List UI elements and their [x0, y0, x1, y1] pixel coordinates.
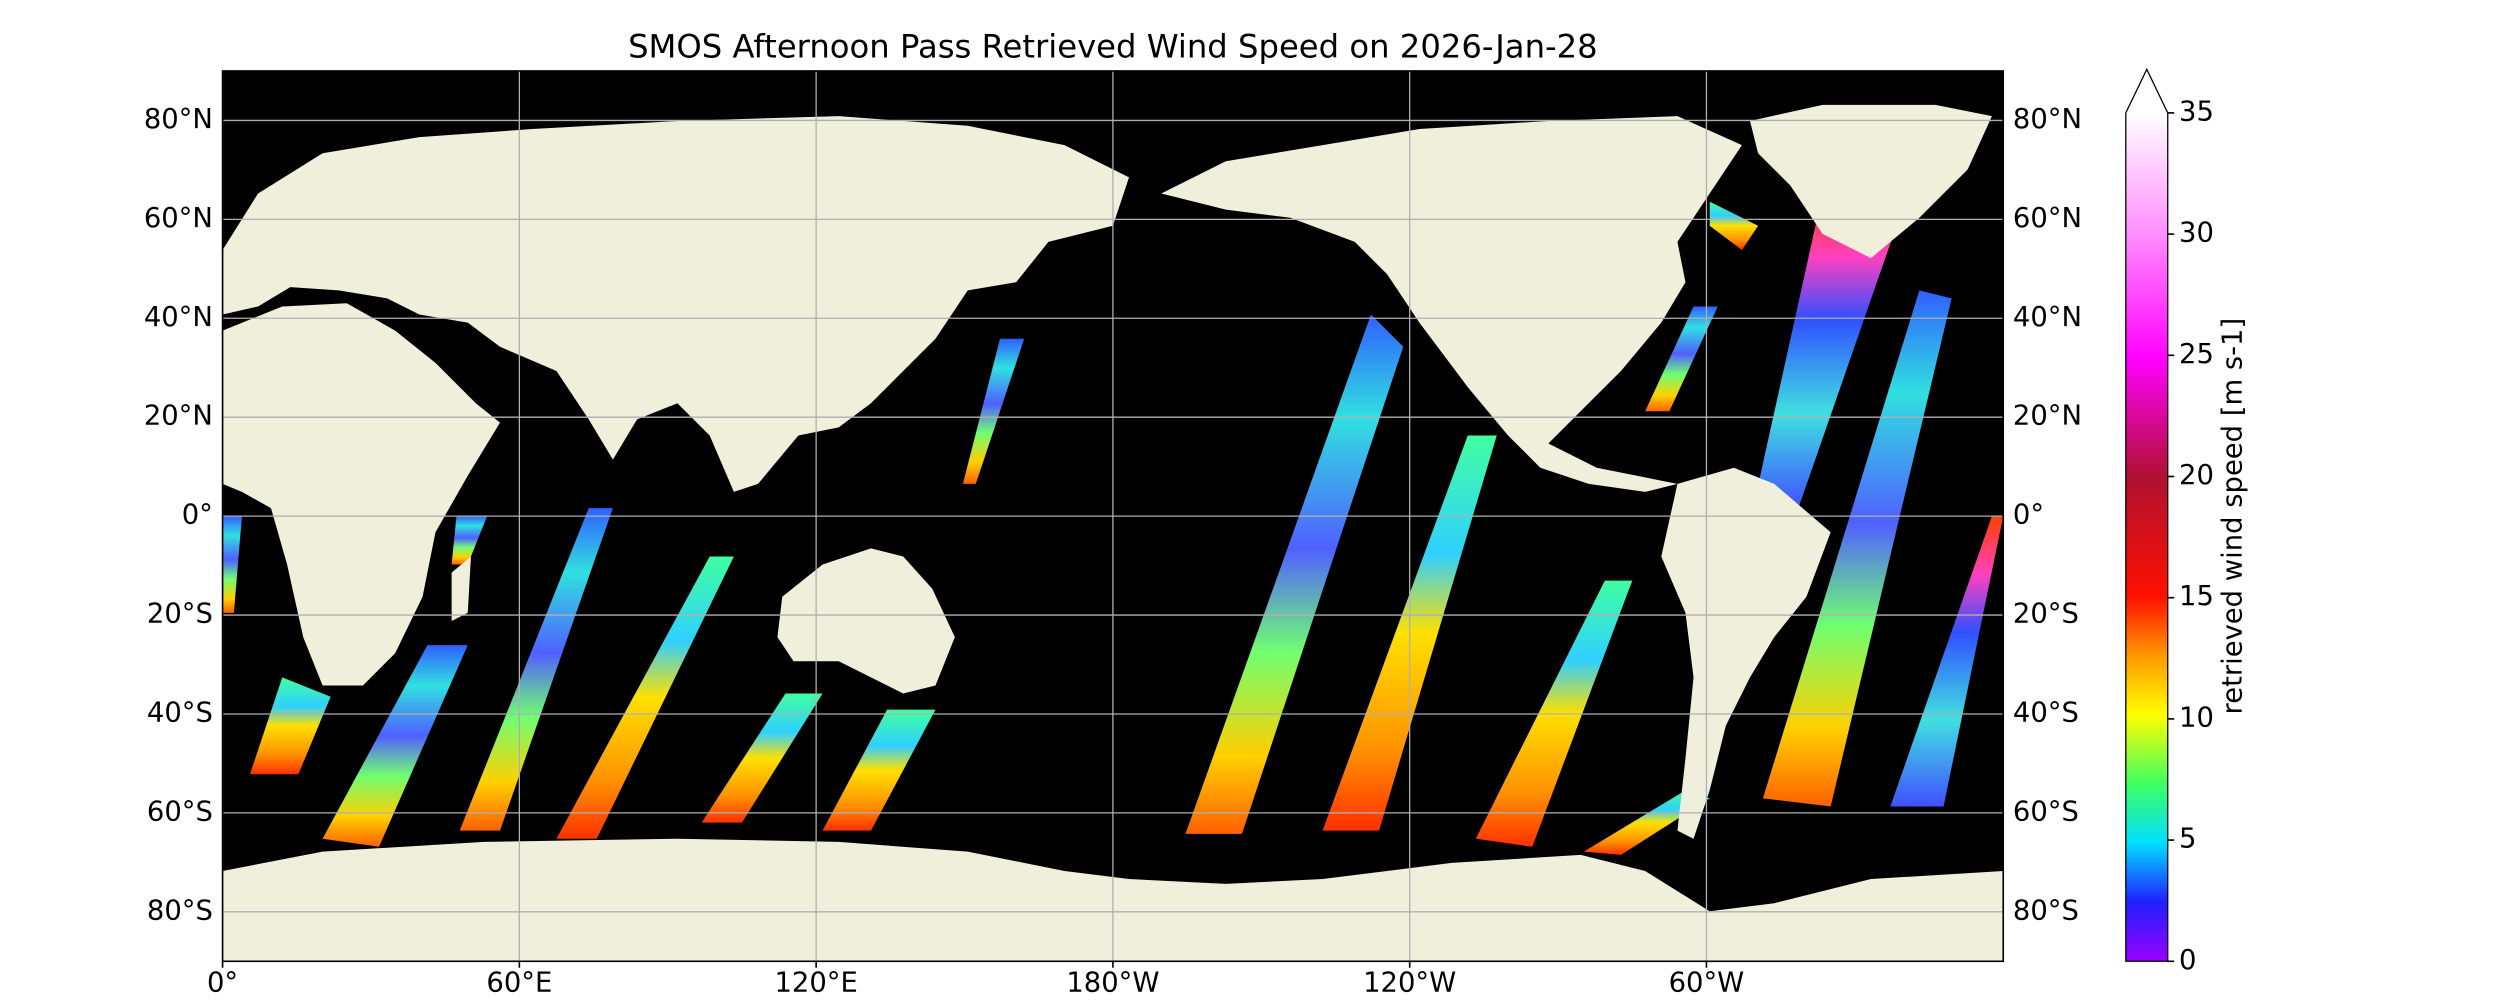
- swath: [822, 709, 936, 831]
- swath: [1709, 201, 1759, 250]
- x-tick-label: 0°: [207, 967, 238, 998]
- colorbar: retrieved wind speed [m s-1] 0 5 10 15 20 25 3…: [2125, 67, 2248, 976]
- y-tick-label-right: 80°N: [2013, 104, 2082, 135]
- x-tick-label: 60°W: [1669, 967, 1745, 998]
- swath: [556, 556, 734, 839]
- y-tick-label-right: 20°S: [2013, 599, 2079, 630]
- y-tick-label-right: 40°S: [2013, 697, 2079, 728]
- swath: [1754, 193, 1904, 509]
- colorbar-tick-label: 30: [2179, 218, 2214, 249]
- colorbar-tick-label: 0: [2179, 945, 2196, 976]
- australia: [777, 548, 955, 694]
- x-tick-label: 120°W: [1363, 967, 1456, 998]
- y-tick-label: 40°S: [147, 697, 213, 728]
- swath: [250, 677, 331, 775]
- swath: [222, 516, 242, 613]
- colorbar-tick-label: 5: [2179, 824, 2196, 855]
- x-tick-label: 120°E: [774, 967, 857, 998]
- map-title: SMOS Afternoon Pass Retrieved Wind Speed…: [628, 27, 1598, 65]
- y-tick-label-right: 40°N: [2013, 302, 2082, 333]
- grid: [221, 70, 2004, 962]
- y-tick-label: 20°S: [147, 599, 213, 630]
- y-tick-label: 0°: [182, 500, 213, 531]
- swath: [1762, 290, 1952, 807]
- y-tick-label-right: 60°S: [2013, 796, 2079, 827]
- colorbar-tick-label: 35: [2179, 96, 2214, 127]
- y-tick-label-right: 60°N: [2013, 203, 2082, 234]
- swath: [1645, 306, 1718, 412]
- y-tick-label-right: 80°S: [2013, 895, 2079, 926]
- swath: [701, 693, 823, 823]
- y-tick-label: 20°N: [144, 401, 213, 432]
- colorbar-frame: [2125, 112, 2169, 962]
- swath: [451, 516, 488, 565]
- colorbar-tick-label: 15: [2179, 581, 2214, 612]
- y-tick-label-right: 0°: [2013, 500, 2044, 531]
- swath: [322, 645, 468, 847]
- swath: [459, 508, 613, 831]
- colorbar-tick-label: 25: [2179, 339, 2214, 370]
- swath: [962, 338, 1025, 484]
- y-tick-label: 60°N: [144, 203, 213, 234]
- swath: [1583, 790, 1710, 855]
- colorbar-label: retrieved wind speed [m s-1]: [2217, 318, 2248, 715]
- colorbar-tick-label: 10: [2179, 702, 2214, 733]
- x-tick-label: 60°E: [486, 967, 552, 998]
- madagascar: [451, 556, 471, 621]
- y-tick-label: 60°S: [147, 796, 213, 827]
- africa: [222, 303, 501, 686]
- y-tick-label-right: 20°N: [2013, 401, 2082, 432]
- north-america: [1161, 116, 1742, 492]
- swath: [1185, 314, 1404, 834]
- colorbar-ramp: [2125, 112, 2168, 962]
- south-america: [1661, 467, 1831, 839]
- eurasia: [222, 116, 1130, 492]
- greenland: [1750, 104, 1992, 259]
- y-tick-label: 80°N: [144, 104, 213, 135]
- colorbar-tick-label: 20: [2179, 460, 2214, 491]
- map-area: [221, 70, 2005, 963]
- swath: [1890, 516, 2004, 807]
- y-tick-label: 80°S: [147, 895, 213, 926]
- y-tick-label: 40°N: [144, 302, 213, 333]
- x-tick-label: 180°W: [1066, 967, 1159, 998]
- colorbar-extend: [2125, 67, 2169, 114]
